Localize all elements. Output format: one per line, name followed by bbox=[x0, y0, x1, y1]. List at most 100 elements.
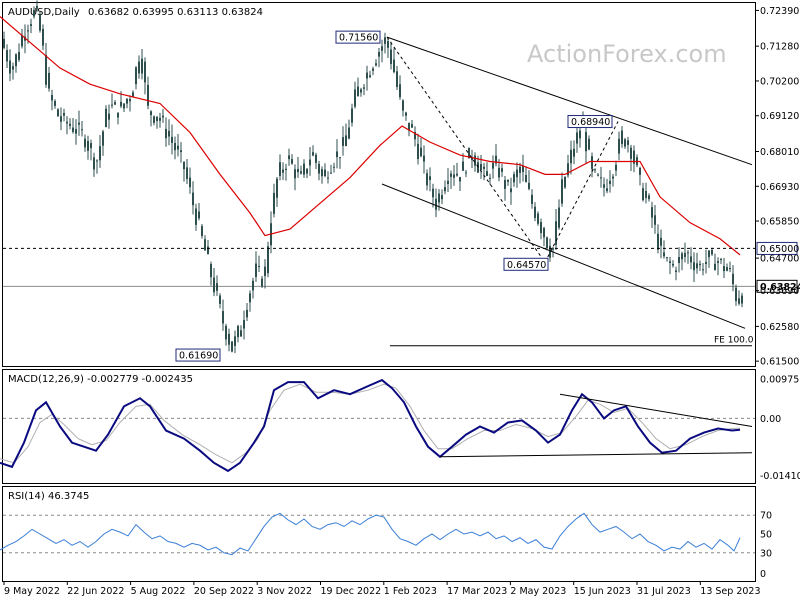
candle-body bbox=[462, 161, 464, 171]
x-tick-label-4: 3 Nov 2022 bbox=[257, 586, 312, 597]
candle-body bbox=[138, 61, 140, 74]
candle-body bbox=[60, 116, 62, 122]
candle-body bbox=[99, 146, 101, 161]
candle-body bbox=[300, 171, 302, 174]
candle-body bbox=[207, 246, 209, 255]
candle-body bbox=[63, 112, 65, 116]
candle-body bbox=[261, 278, 263, 287]
fe-label: FE 100.0 bbox=[714, 336, 754, 346]
candle-body bbox=[576, 132, 578, 144]
candle-body bbox=[408, 122, 410, 131]
candle-body bbox=[357, 86, 359, 97]
macd-y-tick-label-1: 0.00 bbox=[760, 414, 781, 425]
candle-body bbox=[672, 263, 674, 266]
swing-dashed-line-0 bbox=[386, 36, 546, 263]
candle-body bbox=[654, 215, 656, 225]
candle-body bbox=[117, 112, 119, 118]
candle-body bbox=[18, 51, 20, 60]
candle-body bbox=[687, 252, 689, 254]
candle-body bbox=[189, 177, 191, 188]
candle-body bbox=[204, 239, 206, 251]
candle-body bbox=[195, 208, 197, 225]
macd-trendline-0 bbox=[559, 393, 753, 427]
candle-body bbox=[384, 37, 386, 44]
candle-body bbox=[468, 147, 470, 159]
candle-body bbox=[159, 117, 161, 121]
x-tick-label-6: 1 Feb 2023 bbox=[384, 586, 437, 597]
candle-body bbox=[399, 84, 401, 98]
trendline-layer bbox=[3, 36, 755, 347]
candle-body bbox=[681, 253, 683, 260]
candle-body bbox=[294, 169, 296, 179]
candle-body bbox=[588, 138, 590, 150]
candle-body bbox=[291, 159, 293, 164]
candle-body bbox=[723, 266, 725, 272]
x-tick-label-3: 20 Sep 2022 bbox=[194, 586, 254, 597]
candle-body bbox=[429, 176, 431, 181]
candle-body bbox=[453, 174, 455, 178]
candle-body bbox=[435, 198, 437, 210]
candle-body bbox=[381, 46, 383, 51]
price-y-tick-label-3: 0.69120 bbox=[760, 111, 799, 122]
swing-label-3: 0.61690 bbox=[179, 351, 218, 362]
candle-body bbox=[114, 102, 116, 105]
candle-body bbox=[57, 109, 59, 117]
candle-body bbox=[147, 84, 149, 106]
candle-body bbox=[309, 159, 311, 166]
candle-body bbox=[480, 164, 482, 170]
candle-body bbox=[75, 129, 77, 134]
candle-body bbox=[411, 124, 413, 128]
candle-body bbox=[36, 6, 38, 9]
candle-body bbox=[537, 213, 539, 224]
candle-body bbox=[564, 176, 566, 188]
price-y-tick-label-8: 0.63690 bbox=[760, 286, 799, 297]
candle-body bbox=[720, 259, 722, 261]
x-tick-label-5: 19 Dec 2022 bbox=[321, 586, 382, 597]
candle-body bbox=[96, 160, 98, 162]
candle-body bbox=[378, 52, 380, 57]
candle-body bbox=[717, 261, 719, 263]
candle-body bbox=[129, 99, 131, 102]
macd-trendline-1 bbox=[439, 452, 753, 458]
candle-body bbox=[498, 167, 500, 178]
candle-body bbox=[222, 311, 224, 324]
candle-body bbox=[279, 162, 281, 176]
x-tick-label-8: 2 May 2023 bbox=[510, 586, 566, 597]
candle-body bbox=[210, 264, 212, 278]
axis-label-layer: 0.72390 0.71280 0.70200 0.69120 0.68010 0.669… bbox=[3, 6, 800, 597]
candle-body bbox=[90, 143, 92, 149]
candle-body bbox=[441, 195, 443, 200]
candle-body bbox=[684, 252, 686, 257]
candle-body bbox=[297, 168, 299, 173]
candle-body bbox=[597, 174, 599, 176]
candle-body bbox=[318, 163, 320, 174]
candle-body bbox=[726, 267, 728, 271]
candle-body bbox=[48, 72, 50, 89]
candle-body bbox=[3, 38, 5, 48]
candle-body bbox=[249, 293, 251, 303]
candle-body bbox=[732, 273, 734, 285]
candle-body bbox=[459, 177, 461, 182]
candle-body bbox=[738, 298, 740, 304]
candle-body bbox=[444, 187, 446, 192]
candle-body bbox=[150, 111, 152, 116]
candle-body bbox=[609, 180, 611, 185]
candle-body bbox=[735, 287, 737, 302]
candle-body bbox=[627, 140, 629, 145]
candle-body bbox=[495, 155, 497, 164]
candle-body bbox=[216, 283, 218, 291]
candle-body bbox=[534, 206, 536, 218]
candle-body bbox=[126, 98, 128, 104]
channel-upper-line bbox=[386, 36, 753, 166]
price-y-tick-label-5: 0.66930 bbox=[760, 182, 799, 193]
candle-body bbox=[327, 177, 329, 179]
moving-average-line bbox=[0, 16, 741, 256]
candle-body bbox=[342, 137, 344, 146]
candle-body bbox=[153, 116, 155, 123]
candle-body bbox=[282, 169, 284, 173]
candle-body bbox=[177, 145, 179, 150]
price-y-tick-label-7: 0.64700 bbox=[760, 254, 799, 265]
candle-body bbox=[579, 130, 581, 139]
candle-body bbox=[285, 168, 287, 170]
